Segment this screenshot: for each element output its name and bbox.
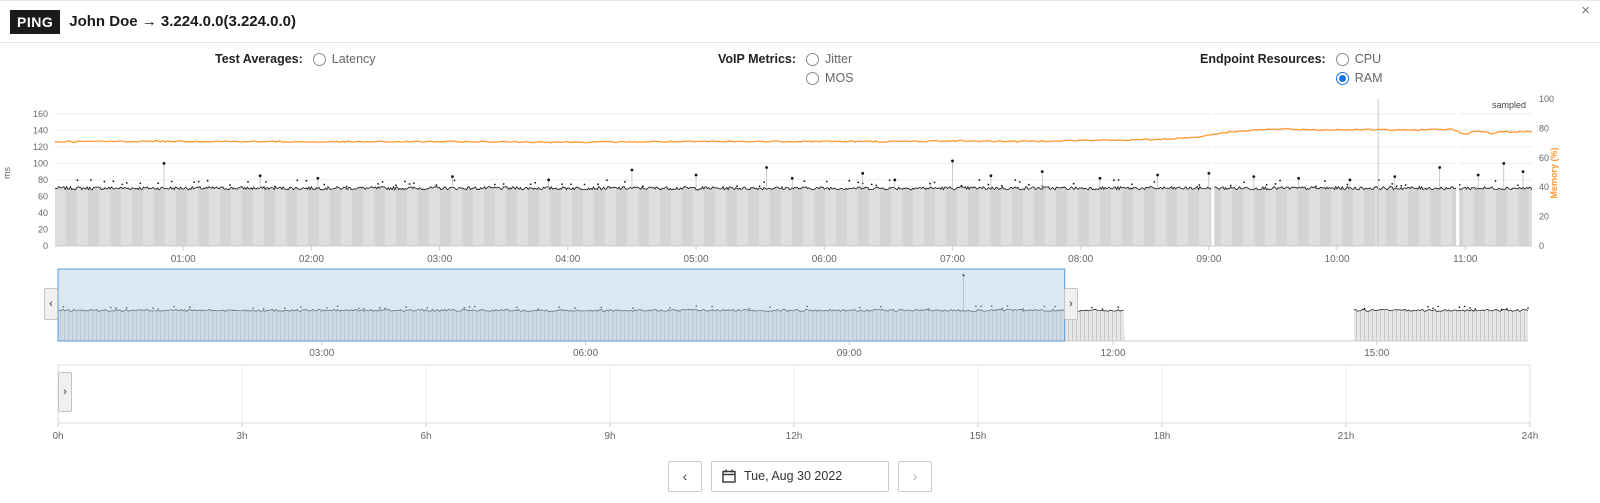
date-picker[interactable]: Tue, Aug 30 2022 <box>711 460 889 492</box>
day-navigator-handle[interactable]: › <box>58 372 72 412</box>
svg-text:40: 40 <box>38 208 48 218</box>
svg-text:80: 80 <box>1539 123 1549 133</box>
svg-text:0h: 0h <box>52 431 63 442</box>
radio-cpu-icon <box>1335 52 1349 66</box>
svg-text:120: 120 <box>33 142 48 152</box>
svg-text:9h: 9h <box>604 431 615 442</box>
svg-text:03:00: 03:00 <box>309 348 334 359</box>
svg-text:04:00: 04:00 <box>555 254 580 265</box>
day-navigator-chart[interactable]: 0h 3h 6h 9h 12h 15h 18h 21h 24h <box>0 359 1600 451</box>
svg-text:10:00: 10:00 <box>1325 254 1350 265</box>
previous-day-button[interactable]: ‹ <box>668 460 702 492</box>
svg-text:0: 0 <box>1539 241 1544 251</box>
endpoint-resources-group: Endpoint Resources: CPU RAM <box>1200 51 1383 86</box>
page-title: John Doe → 3.224.0.0(3.224.0.0) <box>69 13 297 30</box>
radio-cpu-label: CPU <box>1354 52 1382 66</box>
time-navigator-chart[interactable]: 03:00 06:00 09:00 12:00 15:00 <box>0 267 1600 359</box>
test-averages-label: Test Averages: <box>215 52 303 66</box>
main-chart-area: 0 20 40 60 80 100 120 140 160 0 20 40 60 80 100 01:00 02… <box>0 89 1600 267</box>
svg-text:60: 60 <box>1539 153 1549 163</box>
svg-text:08:00: 08:00 <box>1068 254 1093 265</box>
radio-latency-label: Latency <box>331 52 376 66</box>
test-type-badge: PING <box>10 9 61 34</box>
radio-option-ram[interactable]: RAM <box>1335 70 1383 86</box>
radio-ram-icon <box>1335 71 1349 85</box>
svg-text:80: 80 <box>38 175 48 185</box>
next-day-button[interactable]: › <box>898 460 932 492</box>
radio-option-mos[interactable]: MOS <box>806 70 854 86</box>
svg-text:15:00: 15:00 <box>1364 348 1389 359</box>
radio-jitter-icon <box>806 52 820 66</box>
test-averages-group: Test Averages: Latency <box>215 51 376 67</box>
svg-text:11:00: 11:00 <box>1453 254 1478 265</box>
svg-text:05:00: 05:00 <box>684 254 709 265</box>
svg-text:40: 40 <box>1539 182 1549 192</box>
svg-text:12:00: 12:00 <box>1101 348 1126 359</box>
navigator-selection-handle[interactable]: › <box>1064 288 1078 320</box>
svg-text:20: 20 <box>38 224 48 234</box>
svg-text:140: 140 <box>33 125 48 135</box>
svg-text:ms: ms <box>2 167 12 179</box>
voip-metrics-label: VoIP Metrics: <box>718 52 797 66</box>
time-navigator-area: 03:00 06:00 09:00 12:00 15:00 ‹ › <box>0 267 1600 359</box>
radio-option-latency[interactable]: Latency <box>312 51 376 67</box>
svg-text:03:00: 03:00 <box>427 254 452 265</box>
svg-text:sampled: sampled <box>1492 100 1526 110</box>
svg-text:15h: 15h <box>970 431 987 442</box>
radio-latency-icon <box>312 52 326 66</box>
svg-text:02:00: 02:00 <box>299 254 324 265</box>
radio-option-cpu[interactable]: CPU <box>1335 51 1383 67</box>
svg-text:07:00: 07:00 <box>940 254 965 265</box>
svg-text:60: 60 <box>38 191 48 201</box>
radio-ram-label: RAM <box>1354 71 1383 85</box>
svg-text:18h: 18h <box>1154 431 1171 442</box>
panel-header: PING John Doe → 3.224.0.0(3.224.0.0) × <box>0 1 1600 43</box>
svg-text:21h: 21h <box>1338 431 1355 442</box>
radio-jitter-label: Jitter <box>825 52 853 66</box>
svg-text:06:00: 06:00 <box>812 254 837 265</box>
latency-memory-chart[interactable]: 0 20 40 60 80 100 120 140 160 0 20 40 60 80 100 01:00 02… <box>0 89 1600 267</box>
radio-mos-label: MOS <box>825 71 854 85</box>
date-navigation: ‹ Tue, Aug 30 2022 › <box>0 451 1600 501</box>
svg-text:6h: 6h <box>420 431 431 442</box>
svg-text:Memory (%): Memory (%) <box>1549 147 1559 198</box>
svg-text:0: 0 <box>43 241 48 251</box>
svg-text:100: 100 <box>33 158 48 168</box>
date-label: Tue, Aug 30 2022 <box>744 469 843 483</box>
radio-mos-icon <box>806 71 820 85</box>
svg-text:09:00: 09:00 <box>1196 254 1221 265</box>
svg-text:09:00: 09:00 <box>837 348 862 359</box>
svg-text:24h: 24h <box>1522 431 1539 442</box>
calendar-icon <box>722 469 736 483</box>
svg-text:3h: 3h <box>236 431 247 442</box>
navigator-scroll-left-button[interactable]: ‹ <box>44 288 58 320</box>
svg-text:100: 100 <box>1539 94 1554 104</box>
endpoint-resources-label: Endpoint Resources: <box>1200 52 1326 66</box>
radio-option-jitter[interactable]: Jitter <box>806 51 853 67</box>
svg-text:160: 160 <box>33 109 48 119</box>
close-icon[interactable]: × <box>1581 2 1590 19</box>
metric-controls: Test Averages: Latency VoIP Metrics: Jit… <box>0 43 1600 89</box>
day-navigator-area: 0h 3h 6h 9h 12h 15h 18h 21h 24h › <box>0 359 1600 451</box>
svg-text:06:00: 06:00 <box>573 348 598 359</box>
svg-text:12h: 12h <box>786 431 803 442</box>
svg-text:20: 20 <box>1539 212 1549 222</box>
voip-metrics-group: VoIP Metrics: Jitter MOS <box>718 51 854 86</box>
svg-text:01:00: 01:00 <box>171 254 196 265</box>
